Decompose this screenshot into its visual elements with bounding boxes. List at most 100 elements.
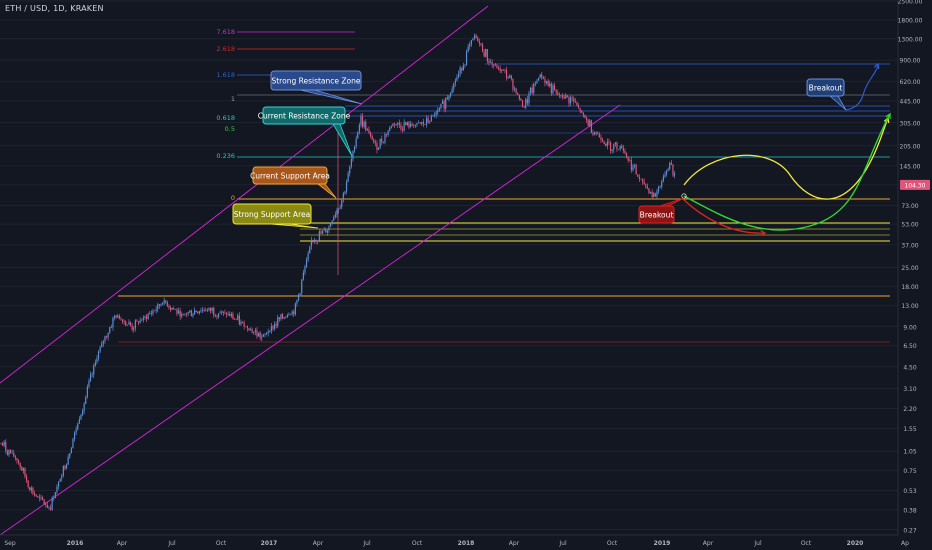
candle-body	[310, 239, 312, 247]
candle-body	[133, 328, 135, 330]
candle-body	[509, 75, 511, 78]
candle-body	[437, 110, 439, 113]
candle-body	[409, 124, 412, 128]
channel-upper-line	[0, 5, 489, 384]
candle-body	[41, 497, 44, 501]
candle-body	[571, 97, 573, 99]
candle-body	[137, 321, 140, 323]
candle-body	[569, 97, 572, 104]
y-tick-label: 0.53	[903, 488, 917, 495]
candle-body	[475, 35, 477, 38]
candle-body	[30, 488, 32, 491]
candle-body	[659, 186, 661, 188]
y-tick-label: 53.00	[901, 222, 918, 229]
candle-body	[565, 95, 567, 99]
candle-body	[403, 122, 405, 131]
candle-body	[96, 358, 98, 363]
candle-body	[385, 133, 388, 135]
candle-body	[152, 310, 154, 314]
candle-body	[566, 95, 568, 97]
candle-body	[485, 49, 487, 57]
candle-body	[646, 186, 648, 189]
candle-body	[22, 468, 24, 471]
candle-body	[560, 95, 562, 96]
candle-body	[221, 311, 223, 313]
candle-body	[542, 77, 544, 79]
candle-body	[664, 174, 666, 177]
y-tick-label: 13.00	[901, 303, 918, 310]
candle-body	[368, 129, 370, 133]
candle-body	[470, 40, 472, 45]
candle-body	[414, 124, 416, 126]
channel-lower-line	[0, 104, 621, 536]
candle-body	[110, 326, 112, 328]
candle-body	[165, 300, 167, 303]
candle-body	[277, 317, 279, 326]
candle-body	[672, 164, 674, 176]
candle-body	[262, 334, 264, 337]
candle-body	[145, 316, 148, 319]
candle-body	[366, 129, 368, 131]
x-tick-label: Apr	[313, 540, 324, 547]
candle-body	[510, 75, 512, 79]
candle-body	[536, 80, 538, 84]
candle-body	[233, 319, 236, 320]
candle-body	[176, 309, 178, 314]
candle-body	[424, 124, 426, 125]
time-axis[interactable]: Sep 2016 Apr Jul Oct 2017 Apr Jul Oct 2018 Apr Jul O…	[0, 534, 909, 547]
candle-body	[257, 332, 260, 337]
candle-body	[344, 191, 346, 194]
candle-body	[53, 497, 55, 499]
y-tick-label: 2500.00	[898, 0, 923, 5]
candle-body	[622, 148, 624, 151]
candle-body	[563, 96, 565, 99]
candle-body	[427, 118, 429, 123]
candle-body	[267, 331, 269, 334]
candle-body	[491, 62, 493, 65]
strong-resistance-callout-label: Strong Resistance Zone	[271, 77, 360, 86]
candle-body	[102, 341, 104, 344]
x-tick-label: Oct	[412, 540, 423, 547]
candle-body	[9, 449, 12, 454]
candle-body	[608, 141, 610, 143]
candle-body	[541, 74, 543, 78]
candle-body	[544, 78, 546, 84]
candle-body	[334, 214, 336, 218]
candle-body	[493, 64, 495, 66]
red-projection	[683, 199, 766, 234]
candle-body	[349, 166, 351, 174]
price-axis[interactable]: 2500.00 1800.00 1300.00 900.00 620.00 445.00 3…	[897, 0, 930, 535]
candle-body	[577, 105, 580, 109]
trend-channel	[0, 5, 621, 536]
candle-body	[397, 122, 399, 125]
candle-body	[126, 324, 128, 326]
candle-body	[227, 314, 229, 315]
candle-body	[395, 124, 397, 125]
candle-body	[606, 141, 608, 146]
candle-body	[598, 134, 600, 138]
candle-body	[309, 246, 311, 254]
candle-body	[190, 310, 192, 317]
candle-body	[149, 312, 151, 314]
candle-body	[581, 111, 583, 113]
candle-body	[579, 108, 581, 112]
candle-body	[454, 80, 456, 84]
candle-body	[179, 310, 181, 317]
candle-body	[331, 220, 333, 224]
candle-body	[377, 147, 380, 150]
candle-body	[65, 464, 68, 469]
candle-body	[261, 336, 263, 338]
candle-body	[305, 259, 308, 267]
candle-body	[350, 159, 352, 167]
candle-body	[128, 322, 130, 325]
candle-body	[421, 122, 423, 124]
candle-body	[278, 317, 280, 320]
candle-body	[497, 67, 500, 69]
candle-body	[381, 138, 383, 143]
candle-body	[398, 122, 400, 125]
candle-body	[73, 432, 76, 440]
candle-body	[173, 308, 175, 310]
candle-body	[320, 231, 322, 234]
candle-body	[638, 176, 640, 179]
